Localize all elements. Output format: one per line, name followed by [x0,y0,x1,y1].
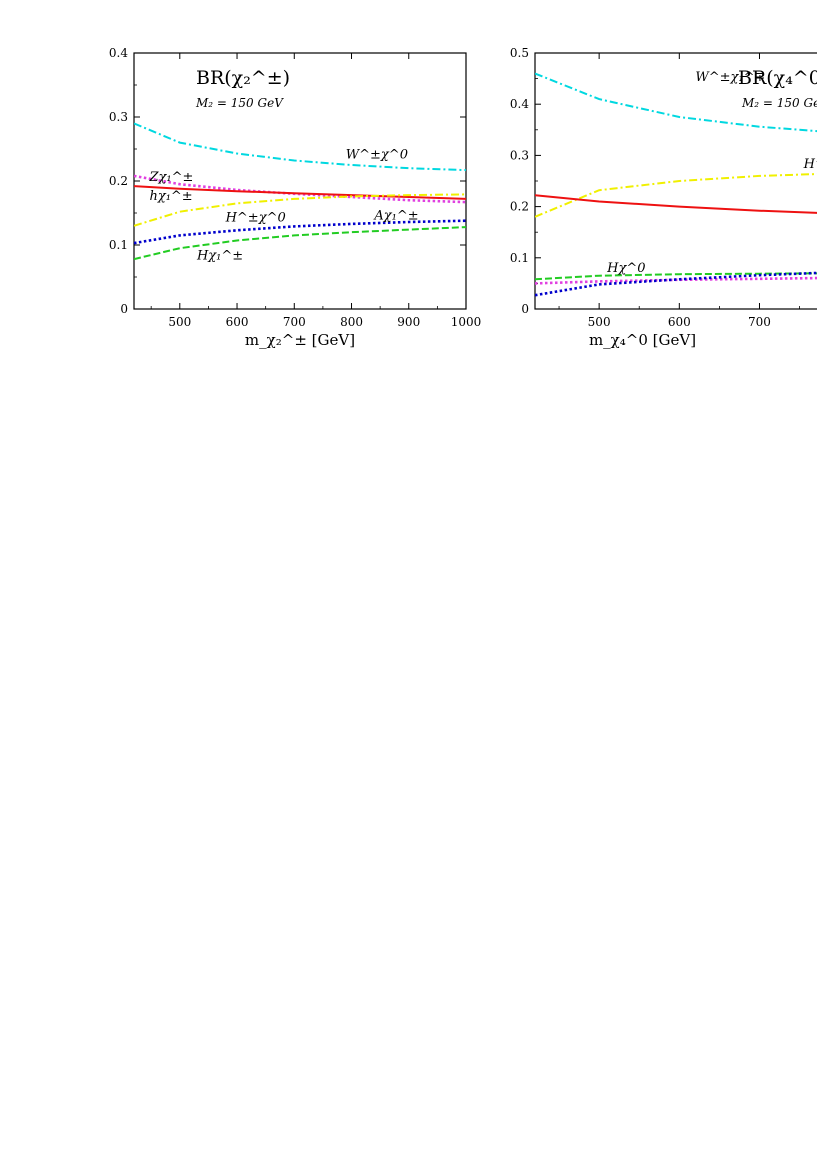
series-label: Hχ₁^± [196,249,243,264]
x-tick-label: 800 [340,315,363,329]
chart-panel-1: 0 0.1 0.2 0.3 0.4 500 600 700 800 900 1000 W^±χ^0 Zχ… [109,46,481,349]
x-tick-label: 900 [397,315,420,329]
chart-title: BR(χ₂^±) [196,67,290,89]
x-tick-label: 500 [588,315,611,329]
series-label: H^±χ^0 [225,210,286,225]
series-line [535,272,817,281]
y-tick-label: 0.2 [510,200,529,214]
series-line [134,226,466,261]
chart-title: BR(χ₄^0) [738,67,817,89]
chart-panel-2: 00.10.20.30.40.5500600700800900W^±χ₁^∓H^… [510,46,817,349]
series-layer [134,122,466,261]
x-tick-label: 600 [668,315,691,329]
series-label: Hχ^0 [606,261,645,276]
x-tick-label: 500 [168,315,191,329]
series-line [134,122,466,172]
series-layer [535,72,817,297]
series-label: Zχ₁^± [148,170,193,185]
y-tick-label: 0.5 [510,46,529,60]
series-line [535,72,817,133]
series-label: W^±χ₁^∓ [695,70,765,85]
x-tick-label: 1000 [451,315,482,329]
y-tick-label: 0.3 [510,148,529,162]
y-tick-label: 0.1 [510,251,529,265]
series-line [535,194,817,214]
y-tick-label: 0.2 [109,174,128,188]
x-tick-label: 600 [226,315,249,329]
x-tick-label: 700 [283,315,306,329]
chart-subtitle: M₂ = 150 GeV [741,96,817,110]
series-line [134,185,466,200]
series-label: H^±χ₁^∓ [803,157,817,172]
series-line [134,193,466,227]
y-tick-label: 0 [521,302,529,316]
y-tick-label: 0.1 [109,238,128,252]
series-label: Aχ₁^± [373,208,418,223]
series-line [535,271,817,297]
chart-subtitle: M₂ = 150 GeV [195,96,284,110]
x-axis-label: m_χ₂^± [GeV] [245,331,355,349]
x-axis-label: m_χ₄^0 [GeV] [589,331,696,349]
x-tick-label: 700 [748,315,771,329]
y-tick-label: 0.4 [109,46,128,60]
series-label: W^±χ^0 [346,148,408,163]
series-line [134,219,466,245]
series-line [535,173,817,218]
y-tick-label: 0 [120,302,128,316]
series-label: hχ₁^± [149,189,192,204]
y-tick-label: 0.4 [510,97,529,111]
y-tick-label: 0.3 [109,110,128,124]
